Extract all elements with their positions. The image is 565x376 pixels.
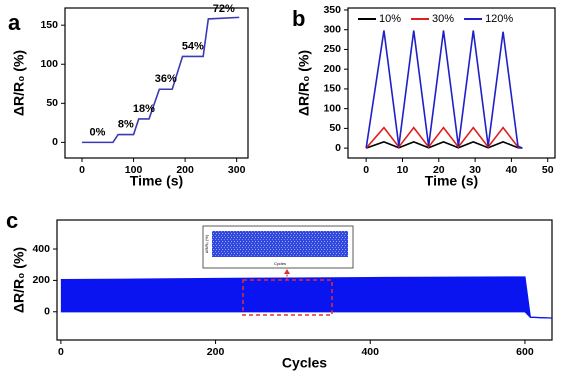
x-tick-label: 0: [363, 164, 369, 176]
band-upper: [60, 276, 553, 319]
panel: a Time (s) ΔR/R₀ (%) 0 100 200 300 0 50 100 150 0% 8…: [8, 3, 249, 189]
y-tick-label: 0: [44, 306, 50, 318]
x-tick-label: 300: [228, 164, 246, 176]
panel: c Cycles ΔR/R₀ (%) 0 200 400 600 0 200 400: [6, 208, 553, 371]
x-tick-label: 30: [469, 164, 481, 176]
x-tick-label: 600: [516, 346, 534, 358]
data-line: [365, 140, 523, 149]
data-line: [365, 30, 523, 149]
x-tick-label: 0: [79, 164, 85, 176]
plot-frame: [347, 7, 556, 159]
panel-label: a: [8, 10, 21, 35]
x-tick-label: 10: [397, 164, 409, 176]
arrow-head: [284, 269, 290, 274]
x-tick-label: 200: [176, 164, 194, 176]
y-tick-label: 0: [52, 136, 58, 148]
y-tick-label: 300: [323, 23, 341, 35]
y-axis-label: ΔR/R₀ (%): [296, 50, 312, 116]
legend-label: 10%: [379, 13, 401, 25]
inset-x-label: Cycles: [274, 261, 286, 266]
band-fill: [60, 276, 552, 319]
annotation: 54%: [182, 40, 204, 52]
y-tick-label: 150: [323, 83, 341, 95]
y-tick-label: 200: [32, 274, 50, 286]
y-axis-label: ΔR/R₀ (%): [11, 247, 27, 313]
inset: Cycles ΔR/R₀ (%): [202, 225, 354, 269]
x-tick-label: 400: [361, 346, 379, 358]
y-tick-label: 100: [323, 102, 341, 114]
y-tick-label: 0: [335, 142, 341, 154]
x-tick-label: 40: [506, 164, 518, 176]
x-tick-label: 0: [58, 346, 64, 358]
annotation: 8%: [118, 118, 134, 130]
x-axis-label: Time (s): [425, 173, 478, 189]
legend-label: 30%: [432, 13, 454, 25]
x-axis-label: Time (s): [130, 173, 183, 189]
x-tick-label: 20: [433, 164, 445, 176]
annotation: 36%: [155, 73, 177, 85]
annotation: 18%: [133, 103, 155, 115]
panel-label: c: [6, 208, 18, 233]
y-tick-label: 400: [32, 243, 50, 255]
y-axis-label: ΔR/R₀ (%): [11, 50, 27, 116]
x-tick-label: 200: [207, 346, 225, 358]
x-axis-label: Cycles: [282, 355, 327, 371]
inset-band: [212, 231, 348, 257]
annotation: 0%: [90, 126, 106, 138]
data-line: [82, 16, 240, 144]
annotation: 72%: [213, 3, 235, 15]
y-tick-label: 250: [323, 43, 341, 55]
data-line: [365, 126, 523, 149]
x-tick-label: 50: [542, 164, 554, 176]
y-tick-label: 50: [329, 122, 341, 134]
y-tick-label: 100: [40, 58, 58, 70]
x-tick-label: 100: [125, 164, 143, 176]
y-tick-label: 200: [323, 63, 341, 75]
plot-frame: [64, 7, 249, 159]
y-tick-label: 50: [46, 97, 58, 109]
panel-label: b: [292, 6, 305, 31]
band-lower: [60, 311, 553, 319]
y-tick-label: 150: [40, 19, 58, 31]
panel: b Time (s) ΔR/R₀ (%) 0 10 20 30 40 50 0 50 100 150 20…: [292, 4, 556, 189]
legend-label: 120%: [485, 13, 513, 25]
y-tick-label: 350: [323, 4, 341, 16]
inset-y-label: ΔR/R₀ (%): [204, 234, 209, 253]
